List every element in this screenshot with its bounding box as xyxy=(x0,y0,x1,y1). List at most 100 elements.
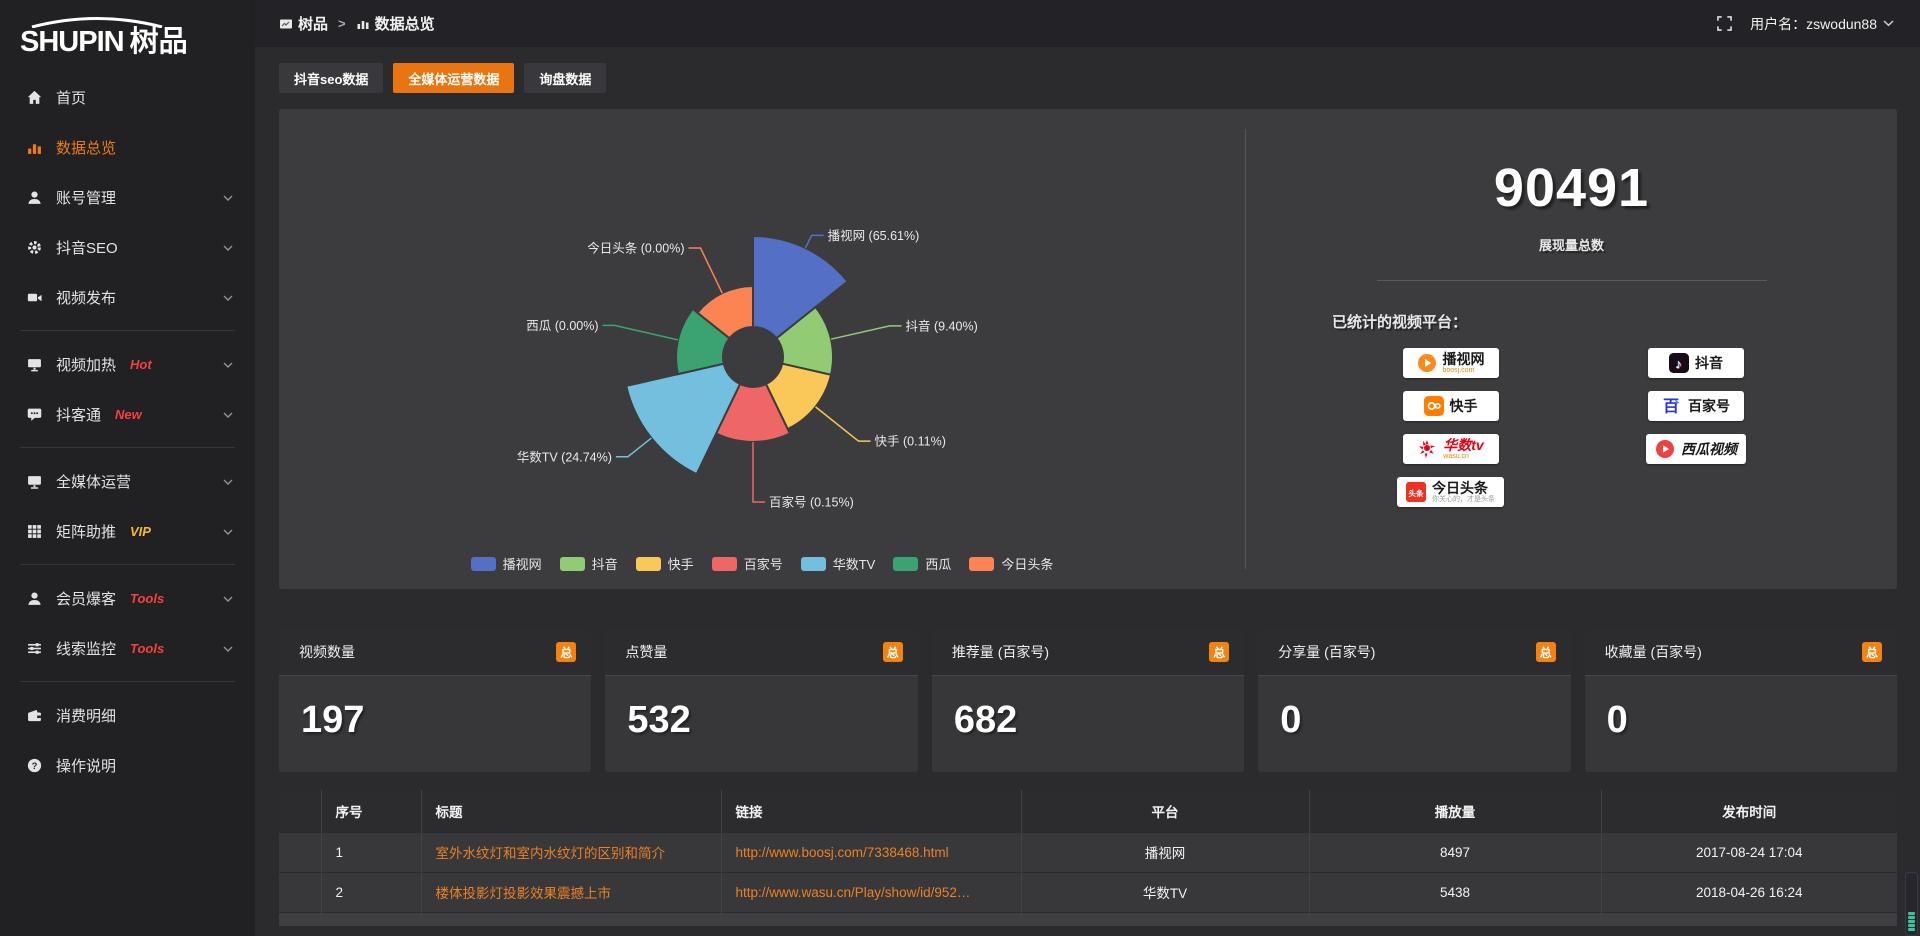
sidebar-item-user[interactable]: 账号管理 xyxy=(0,172,255,222)
platform-badge-kuaishou: 快手 xyxy=(1402,391,1499,421)
tab-3[interactable]: 询盘数据 xyxy=(524,63,607,93)
pie-label-4: 百家号 (0.15%) xyxy=(769,495,854,510)
sidebar-item-gear[interactable]: 抖音SEO xyxy=(0,222,255,272)
row-url-link[interactable]: http://www.wasu.cn/Play/show/id/952… xyxy=(721,872,1022,912)
legend-item-5[interactable]: 华数TV xyxy=(800,554,876,573)
legend-label: 抖音 xyxy=(591,557,618,572)
stat-card-title: 推荐量 (百家号) xyxy=(951,644,1050,660)
sidebar-item-home[interactable]: 首页 xyxy=(0,72,255,122)
label-line-2 xyxy=(830,325,902,340)
breadcrumb-root[interactable]: 树品 xyxy=(279,13,328,34)
boosj-logo-icon xyxy=(1417,353,1437,373)
row-index: 2 xyxy=(321,872,422,912)
overview-panel: 播视网 (65.61%) 抖音 (9.40%) 快手 (0.11%) 百家号 (0.1… xyxy=(279,109,1897,589)
sidebar-item-sliders[interactable]: 线索监控 Tools xyxy=(0,623,255,673)
chevron-down-icon xyxy=(223,289,233,306)
pie-label-3: 快手 (0.11%) xyxy=(875,435,946,449)
row-url-link[interactable]: http://www.boosj.com/7338468.html xyxy=(721,832,1022,872)
legend-label: 播视网 xyxy=(502,557,542,572)
legend-item-6[interactable]: 西瓜 xyxy=(893,554,951,573)
platform-label: 快手 xyxy=(1449,397,1478,414)
row-select-cell xyxy=(279,832,322,872)
stat-card-value: 682 xyxy=(953,698,1018,741)
tab-2[interactable]: 全媒体运营数据 xyxy=(393,63,515,93)
row-select-cell xyxy=(279,872,322,912)
kuaishou-logo-icon xyxy=(1423,396,1444,416)
username-menu[interactable]: 用户名：zswodun88 xyxy=(1750,14,1894,34)
rose-chart: 播视网 (65.61%) 抖音 (9.40%) 快手 (0.11%) 百家号 (0.1… xyxy=(279,109,1245,589)
chart-legend: 播视网 抖音 快手 百家号 华数TV 西瓜 今日头条 xyxy=(279,554,1245,573)
pie-slice-2[interactable] xyxy=(775,305,834,376)
monitor-icon xyxy=(26,473,42,489)
platform-name: 播视网 boosj.com xyxy=(1443,352,1485,374)
pie-slice-3[interactable] xyxy=(764,362,833,431)
svg-text:头条: 头条 xyxy=(1409,488,1425,498)
legend-item-1[interactable]: 播视网 xyxy=(470,554,542,573)
pie-label-5: 华数TV (24.74%) xyxy=(517,449,612,464)
video-table-panel: 序号 标题 链接 平台 播放量 发布时间 1 室外水纹灯和室内水纹灯的区别和简介 http:/… xyxy=(279,790,1897,926)
total-badge: 总 xyxy=(1209,642,1230,662)
svg-text:?: ? xyxy=(31,760,37,770)
stat-card-1: 视频数量 总 197 xyxy=(279,629,592,772)
wallet-icon xyxy=(26,707,42,723)
sidebar-item-wallet[interactable]: 消费明细 xyxy=(0,690,255,740)
legend-swatch xyxy=(969,556,995,571)
stat-card-5: 收藏量 (百家号) 总 0 xyxy=(1584,629,1898,772)
svg-text:♪: ♪ xyxy=(1676,357,1683,372)
stat-card-body: 0 xyxy=(1585,676,1897,772)
stat-cards: 视频数量总 197 点赞量总 532 推荐量 (百家号) 总 682 分享量 (百家号) 总 0 收… xyxy=(279,629,1898,772)
total-badge: 总 xyxy=(882,642,903,662)
baijiahao-logo-icon: 百 xyxy=(1662,396,1682,416)
sidebar-badge: New xyxy=(115,406,142,422)
user-icon xyxy=(26,189,42,205)
table-row: 2 楼体投影灯投影效果震撼上市 http://www.wasu.cn/Play/sh… xyxy=(279,872,1897,912)
breadcrumb-current[interactable]: 数据总览 xyxy=(356,13,435,34)
legend-label: 华数TV xyxy=(832,557,876,572)
pie-slice-4[interactable] xyxy=(714,382,792,443)
total-impressions-value: 90491 xyxy=(1493,158,1650,218)
legend-item-4[interactable]: 百家号 xyxy=(711,554,783,573)
sidebar-item-screen[interactable]: 视频加热 Hot xyxy=(0,339,255,389)
legend-item-2[interactable]: 抖音 xyxy=(559,554,618,573)
pie-slice-5[interactable] xyxy=(625,362,742,476)
platform-column-1: 播视网 boosj.com 快手 华数tv wasu.cn 头条 今日头条 你关心的，才是头条 xyxy=(1397,348,1504,507)
topbar: 树品 > 数据总览 用户名：zswodun88 xyxy=(255,0,1920,47)
platform-badges: 播视网 boosj.com 快手 华数tv wasu.cn 头条 今日头条 你关心的，才是头条… xyxy=(1246,348,1897,507)
pie-slice-7[interactable] xyxy=(696,284,754,340)
column-header-3: 链接 xyxy=(721,790,1022,832)
tab-1[interactable]: 抖音seo数据 xyxy=(279,63,384,93)
sidebar-item-grid[interactable]: 矩阵助推 VIP xyxy=(0,506,255,556)
platform-badge-baijiahao: 百百家号 xyxy=(1648,391,1744,421)
label-line-5 xyxy=(615,437,652,458)
legend-item-7[interactable]: 今日头条 xyxy=(969,554,1053,573)
sidebar-item-video[interactable]: 视频发布 xyxy=(0,272,255,322)
sidebar-item-chat[interactable]: 抖客通 New xyxy=(0,389,255,439)
sidebar-item-label: 首页 xyxy=(56,89,87,107)
pie-slice-1[interactable] xyxy=(752,234,850,340)
chevron-down-icon xyxy=(223,640,233,657)
sidebar-badge: Tools xyxy=(130,640,165,656)
chevron-down-icon xyxy=(223,523,233,540)
data-tabs: 抖音seo数据 全媒体运营数据 询盘数据 xyxy=(279,63,1897,93)
username-label: 用户名：zswodun88 xyxy=(1750,15,1877,32)
sidebar-item-monitor[interactable]: 全媒体运营 xyxy=(0,456,255,506)
row-title-link[interactable]: 楼体投影灯投影效果震撼上市 xyxy=(421,872,722,912)
row-title-link[interactable]: 室外水纹灯和室内水纹灯的区别和简介 xyxy=(421,832,722,872)
grid-icon xyxy=(26,523,42,539)
sidebar-item-label: 抖客通 xyxy=(56,406,102,424)
sidebar-item-question[interactable]: ? 操作说明 xyxy=(0,740,255,790)
pie-label-1: 播视网 (65.61%) xyxy=(828,228,920,243)
sidebar-item-bar-chart[interactable]: 数据总览 xyxy=(0,122,255,172)
pie-slice-6[interactable] xyxy=(675,307,731,376)
sidebar-item-label: 视频发布 xyxy=(56,289,117,307)
column-header-2: 标题 xyxy=(421,790,722,832)
sidebar-item-user2[interactable]: 会员爆客 Tools xyxy=(0,573,255,623)
scrollbar[interactable] xyxy=(1905,872,1918,936)
legend-item-3[interactable]: 快手 xyxy=(635,554,694,573)
chevron-down-icon xyxy=(223,189,233,206)
sidebar-item-label: 会员爆客 xyxy=(56,590,117,608)
app-logo[interactable]: SHUPIN 树品 xyxy=(0,0,255,64)
fullscreen-icon[interactable] xyxy=(1717,16,1733,31)
menu-divider xyxy=(20,330,235,331)
pie-label-7: 今日头条 (0.00%) xyxy=(587,240,684,255)
